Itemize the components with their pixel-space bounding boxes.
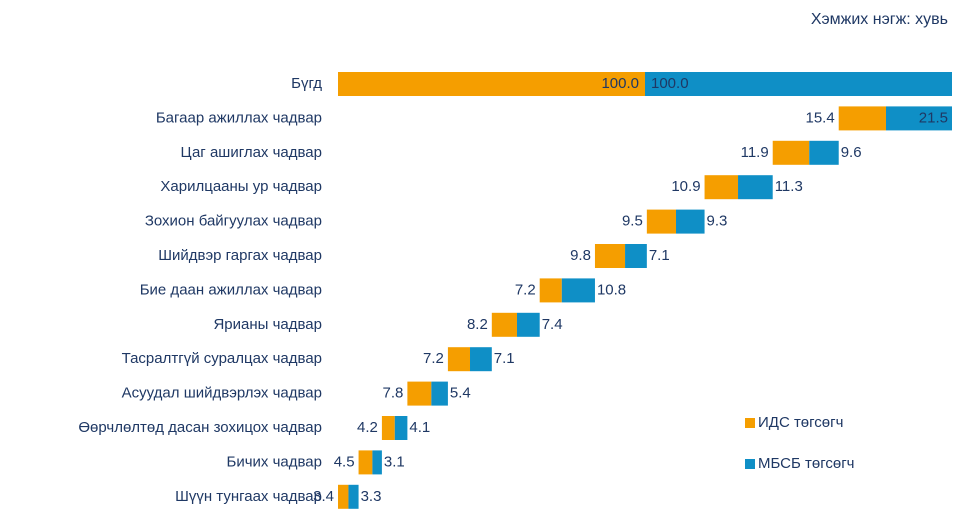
bar-segment [372,450,382,475]
value-label: 7.2 [515,281,536,298]
bar-segment [704,175,739,200]
value-label: 9.8 [570,247,591,264]
category-label: Бичих чадвар [227,453,322,470]
value-label: 3.1 [384,453,405,470]
value-label: 100.0 [601,75,639,92]
category-label: Ярианы чадвар [213,316,322,333]
bar-segment [516,312,540,337]
bar-segment [358,450,373,475]
category-label: Бүгд [291,75,322,92]
value-label: 3.3 [361,488,382,505]
value-label: 4.1 [409,419,430,436]
bar-segment [394,416,408,440]
value-label: 9.3 [707,213,728,230]
bar-segment [407,381,432,406]
category-label: Харилцааны ур чадвар [160,178,322,195]
bar-segment [431,381,448,406]
value-label: 100.0 [651,75,689,92]
bar-segment [447,347,471,372]
category-label: Асуудал шийдвэрлэх чадвар [122,385,322,402]
value-label: 15.4 [806,109,835,126]
value-label: 10.8 [597,281,626,298]
value-label: 8.2 [467,316,488,333]
bar-segment [539,278,562,303]
category-label: Өөрчлөлтөд дасан зохицох чадвар [78,419,322,436]
value-label: 4.5 [334,453,355,470]
value-label: 9.5 [622,213,643,230]
value-label: 3.4 [313,488,334,505]
value-label: 11.3 [775,178,803,195]
bar-segment [738,175,773,200]
bar-segment [838,106,886,131]
legend-label: МБСБ төгсөгч [758,455,855,472]
category-label: Багаар ажиллах чадвар [156,109,322,126]
bar-segment [381,416,395,440]
bar-segment [348,484,359,509]
bar-segment [885,106,952,131]
value-label: 7.8 [383,385,404,402]
category-label: Бие даан ажиллах чадвар [140,281,322,298]
category-label: Цаг ашиглах чадвар [181,144,322,161]
category-label: Шийдвэр гаргах чадвар [158,247,322,264]
value-label: 21.5 [919,109,948,126]
bar-segment [594,244,626,268]
category-label: Шүүн тунгаах чадвар [175,488,322,505]
bar-segment [470,347,492,372]
bar-segment [676,209,705,234]
value-label: 10.9 [671,178,700,195]
bar-segment [561,278,595,303]
value-label: 7.4 [542,316,563,333]
legend-swatch [745,459,755,469]
value-label: 11.9 [741,144,769,161]
value-label: 7.1 [649,247,670,264]
bar-segment [645,72,952,96]
category-label: Зохион байгуулах чадвар [145,213,322,230]
bar-segment [646,209,677,234]
value-label: 4.2 [357,419,378,436]
legend-label: ИДС төгсөгч [758,414,843,431]
bar-segment [491,312,517,337]
chart-subtitle: Хэмжих нэгж: хувь [811,11,948,28]
bar-segment [772,140,810,165]
bar-segment [809,140,839,165]
bar-segment [338,484,349,509]
value-label: 9.6 [841,144,862,161]
value-label: 7.1 [494,350,515,367]
bar-segment [338,72,645,96]
category-label: Тасралтгүй суралцах чадвар [122,350,322,367]
value-label: 5.4 [450,385,471,402]
value-label: 7.2 [423,350,444,367]
legend-swatch [745,418,755,428]
bar-segment [625,244,647,268]
